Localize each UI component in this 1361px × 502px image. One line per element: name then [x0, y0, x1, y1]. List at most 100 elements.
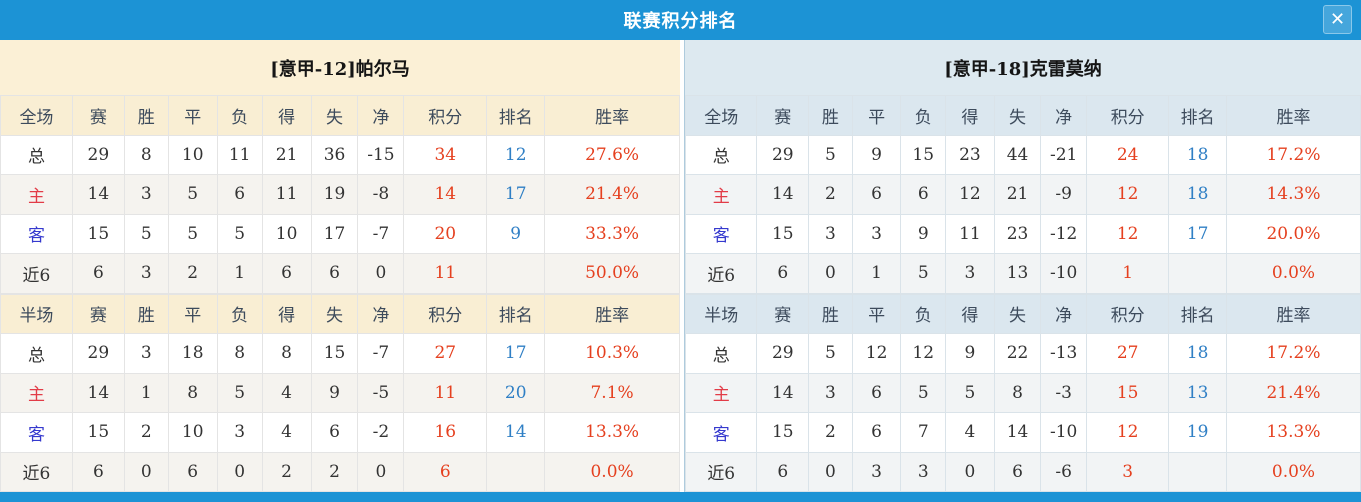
stat-value: 11 [216, 134, 263, 175]
scope-header: 全场 [684, 95, 758, 136]
stats-table: 半场赛胜平负得失净积分 排名 胜率总 29 3 18 8 8 15 -7 27 17 10.3% 主 14 1… [0, 293, 680, 493]
stat-value: 7 [900, 412, 947, 453]
stat-value: 14 [71, 372, 125, 413]
stat-value: 9 [900, 213, 947, 254]
row-label: 近6 [0, 451, 73, 492]
table-row: 近6 6 0 3 3 0 6 -6 3 0.0% [684, 451, 1361, 492]
rate-value: 7.1% [544, 372, 680, 413]
column-header-row: 全场赛胜平负得失净积分 排名 胜率 [0, 95, 680, 136]
column-header: 积分 [403, 95, 488, 136]
row-label: 客 [0, 213, 73, 254]
row-label: 近6 [684, 451, 758, 492]
stat-value: 29 [71, 134, 125, 175]
stat-value: 6 [756, 253, 810, 294]
column-header: 胜 [808, 293, 853, 334]
stat-value: -15 [357, 134, 405, 175]
points-value: 11 [403, 253, 488, 294]
column-header-row: 半场赛胜平负得失净积分 排名 胜率 [0, 293, 680, 334]
rate-value: 0.0% [544, 451, 680, 492]
stat-value: 9 [310, 372, 359, 413]
stat-value: 4 [261, 372, 312, 413]
column-header: 净 [357, 293, 405, 334]
stat-value: 5 [808, 134, 853, 175]
stat-value: 6 [851, 372, 902, 413]
column-header: 得 [261, 293, 312, 334]
stat-value: 6 [900, 174, 947, 215]
rate-value: 50.0% [544, 253, 680, 294]
column-header: 胜 [123, 95, 169, 136]
stat-value: 0 [216, 451, 263, 492]
column-header: 赛 [756, 293, 810, 334]
column-header: 排名 [1168, 293, 1227, 334]
stat-value: 3 [123, 333, 169, 374]
stat-value: 10 [167, 412, 218, 453]
points-value: 12 [1085, 412, 1170, 453]
stats-table: 全场赛胜平负得失净积分 排名 胜率总 29 8 10 11 21 36 -15 34 12 27.6% 主… [0, 95, 680, 294]
stat-value: 29 [756, 333, 810, 374]
close-button[interactable]: ✕ [1323, 5, 1352, 34]
stat-value: 21 [993, 174, 1042, 215]
column-header: 排名 [486, 95, 546, 136]
points-value: 15 [1085, 372, 1170, 413]
stat-value: 3 [851, 213, 902, 254]
column-header: 平 [851, 95, 902, 136]
stat-value: 0 [357, 253, 405, 294]
rank-value: 12 [486, 134, 546, 175]
rank-value [486, 451, 546, 492]
stat-value: -12 [1040, 213, 1087, 254]
stat-value: 3 [808, 372, 853, 413]
table-row: 主 14 2 6 6 12 21 -9 12 18 14.3% [684, 174, 1361, 215]
row-label: 客 [684, 213, 758, 254]
points-value: 3 [1085, 451, 1170, 492]
column-header: 负 [216, 293, 263, 334]
stat-value: 5 [900, 253, 947, 294]
row-label: 总 [684, 333, 758, 374]
scope-header: 半场 [0, 293, 73, 334]
stat-value: 10 [167, 134, 218, 175]
stat-value: -10 [1040, 253, 1087, 294]
column-header: 得 [945, 95, 995, 136]
column-header: 胜率 [544, 293, 680, 334]
stat-value: 15 [71, 213, 125, 254]
rank-value: 14 [486, 412, 546, 453]
stat-value: 8 [993, 372, 1042, 413]
stat-value: 3 [123, 253, 169, 294]
rank-value: 18 [1168, 134, 1227, 175]
stat-value: 17 [310, 213, 359, 254]
rank-value: 17 [1168, 213, 1227, 254]
column-header: 负 [900, 95, 947, 136]
stat-value: 4 [261, 412, 312, 453]
points-value: 14 [403, 174, 488, 215]
stat-value: 12 [851, 333, 902, 374]
stat-value: 19 [310, 174, 359, 215]
stat-value: 3 [216, 412, 263, 453]
stat-value: 0 [123, 451, 169, 492]
points-value: 27 [403, 333, 488, 374]
table-row: 主 14 3 5 6 11 19 -8 14 17 21.4% [0, 174, 680, 215]
stat-value: 15 [756, 412, 810, 453]
stat-value: 6 [71, 451, 125, 492]
stat-value: 5 [216, 372, 263, 413]
stat-value: 0 [357, 451, 405, 492]
row-label: 客 [0, 412, 73, 453]
stat-value: 36 [310, 134, 359, 175]
stat-value: 15 [756, 213, 810, 254]
column-header-row: 全场赛胜平负得失净积分 排名 胜率 [684, 95, 1361, 136]
column-header: 失 [993, 293, 1042, 334]
column-header: 排名 [1168, 95, 1227, 136]
stat-value: 8 [167, 372, 218, 413]
stat-value: 3 [123, 174, 169, 215]
stat-value: 29 [71, 333, 125, 374]
stat-value: 10 [261, 213, 312, 254]
stat-value: 9 [851, 134, 902, 175]
column-header: 净 [1040, 95, 1087, 136]
stat-value: -3 [1040, 372, 1087, 413]
rate-value: 0.0% [1225, 451, 1361, 492]
column-header: 负 [216, 95, 263, 136]
bottom-bar [0, 492, 1361, 502]
column-header: 失 [310, 293, 359, 334]
stat-value: 6 [71, 253, 125, 294]
stat-value: 3 [900, 451, 947, 492]
stat-value: 2 [123, 412, 169, 453]
